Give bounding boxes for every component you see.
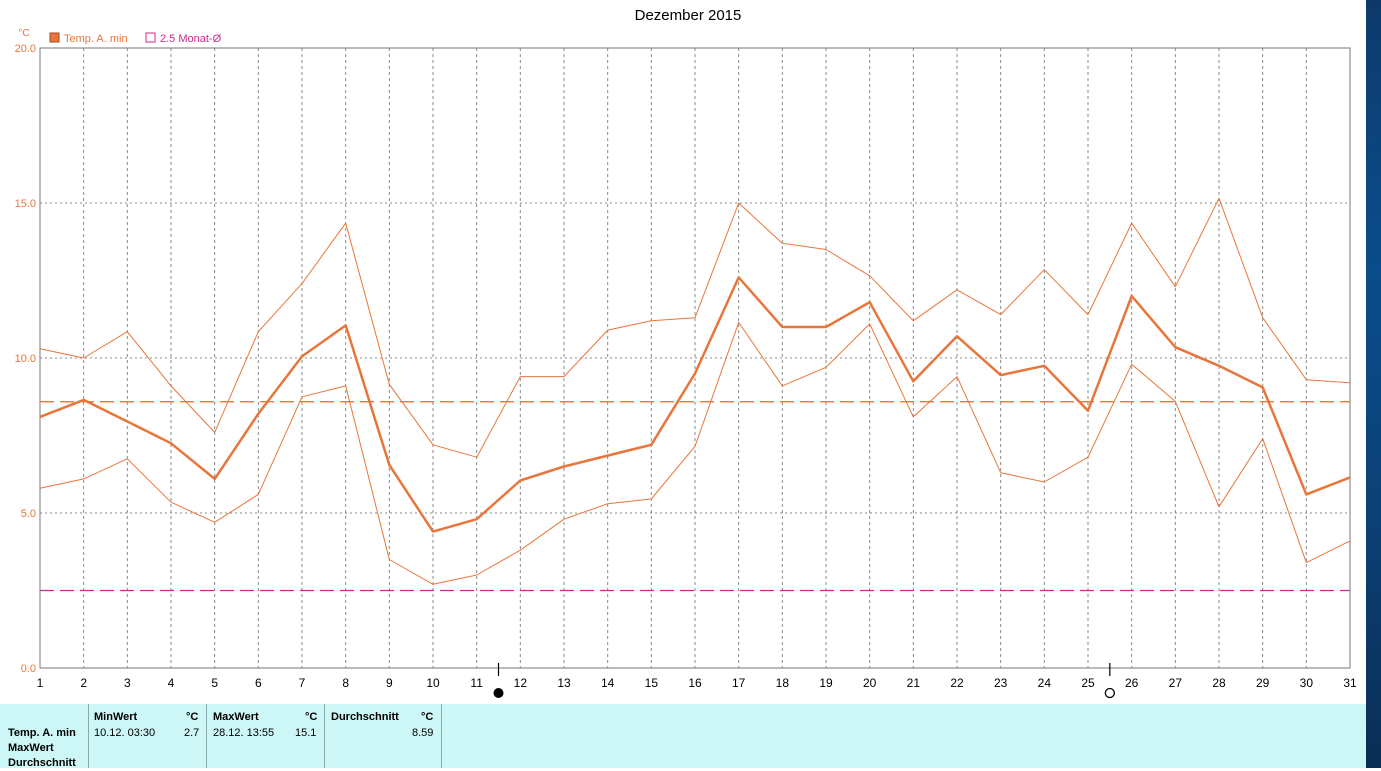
x-tick-label: 1: [37, 676, 44, 690]
avg-unit: °C: [421, 711, 434, 723]
x-tick-label: 13: [557, 676, 571, 690]
x-tick-label: 3: [124, 676, 131, 690]
x-tick-label: 20: [863, 676, 877, 690]
min-value: 2.7: [184, 727, 200, 739]
y-axis-ticks: 0.0 5.0 10.0 15.0 20.0: [15, 43, 36, 675]
x-tick-label: 10: [426, 676, 440, 690]
x-tick-label: 30: [1300, 676, 1314, 690]
x-tick-label: 27: [1169, 676, 1183, 690]
x-tick-label: 15: [645, 676, 659, 690]
x-tick-label: 14: [601, 676, 615, 690]
stats-panel: Temp. A. min MaxWert Durchschnitt MinWer…: [0, 704, 1366, 771]
new-moon-icon: [493, 688, 504, 698]
x-tick-label: 5: [211, 676, 218, 690]
panel-divider: [206, 704, 207, 768]
max-date: 28.12. 13:55: [213, 727, 275, 739]
x-tick-label: 31: [1343, 676, 1357, 690]
series-line-0: [39, 276, 1351, 533]
max-value: 15.1: [295, 727, 317, 739]
panel-divider: [324, 704, 325, 768]
data-series: [39, 197, 1351, 585]
series-line-2: [39, 321, 1351, 585]
x-tick-label: 26: [1125, 676, 1139, 690]
legend-marker-temp: [49, 32, 60, 43]
x-tick-label: 17: [732, 676, 746, 690]
x-tick-label: 23: [994, 676, 1008, 690]
row-label-max: MaxWert: [8, 742, 54, 754]
x-tick-label: 16: [688, 676, 702, 690]
row-label-temp: Temp. A. min: [8, 727, 76, 739]
y-unit-label: °C: [18, 28, 29, 39]
panel-divider: [441, 704, 442, 768]
x-tick-label: 21: [907, 676, 921, 690]
x-axis-ticks: 1 2 3 4 5 6 7 8 9 10 11 12 13 14 15 16 17 18 19 20 21 22 23 24 2…: [37, 676, 1357, 690]
row-label-avg: Durchschnitt: [8, 757, 76, 769]
moon-phase-markers: [493, 663, 1115, 699]
y-tick-label: 5.0: [21, 508, 36, 520]
max-unit: °C: [305, 711, 318, 723]
max-header: MaxWert: [213, 711, 259, 723]
window-edge: [1366, 0, 1381, 768]
full-moon-icon: [1104, 687, 1115, 699]
x-tick-label: 28: [1212, 676, 1226, 690]
x-tick-label: 24: [1038, 676, 1052, 690]
reference-lines: [40, 401, 1350, 592]
x-tick-label: 22: [950, 676, 964, 690]
min-header: MinWert: [94, 711, 138, 723]
x-tick-label: 4: [168, 676, 175, 690]
series-line-1: [39, 197, 1351, 458]
x-tick-label: 19: [819, 676, 833, 690]
grid: [40, 48, 1350, 668]
y-tick-label: 0.0: [21, 663, 36, 675]
min-unit: °C: [186, 711, 199, 723]
x-tick-label: 25: [1081, 676, 1095, 690]
x-tick-label: 9: [386, 676, 393, 690]
legend-label-avg: 2.5 Monat-Ø: [160, 33, 222, 45]
avg-header: Durchschnitt: [331, 711, 399, 723]
x-tick-label: 18: [776, 676, 790, 690]
temperature-chart: Dezember 2015 °C Temp. A. min 2.5 Monat-…: [15, 7, 1357, 699]
x-tick-label: 29: [1256, 676, 1270, 690]
y-tick-label: 10.0: [15, 353, 36, 365]
legend-label-temp: Temp. A. min: [64, 33, 128, 45]
x-tick-label: 7: [299, 676, 306, 690]
panel-divider: [88, 704, 89, 768]
x-tick-label: 2: [80, 676, 87, 690]
x-tick-label: 8: [342, 676, 349, 690]
stats-row-labels: Temp. A. min MaxWert Durchschnitt: [8, 726, 76, 771]
chart-title: Dezember 2015: [635, 7, 742, 24]
y-tick-label: 20.0: [15, 43, 36, 55]
x-tick-label: 6: [255, 676, 262, 690]
legend-marker-avg: [145, 32, 156, 43]
legend: Temp. A. min 2.5 Monat-Ø: [49, 32, 222, 45]
min-date: 10.12. 03:30: [94, 727, 156, 739]
x-tick-label: 11: [470, 676, 483, 690]
x-tick-label: 12: [514, 676, 528, 690]
y-tick-label: 15.0: [15, 198, 36, 210]
avg-value: 8.59: [412, 727, 434, 739]
